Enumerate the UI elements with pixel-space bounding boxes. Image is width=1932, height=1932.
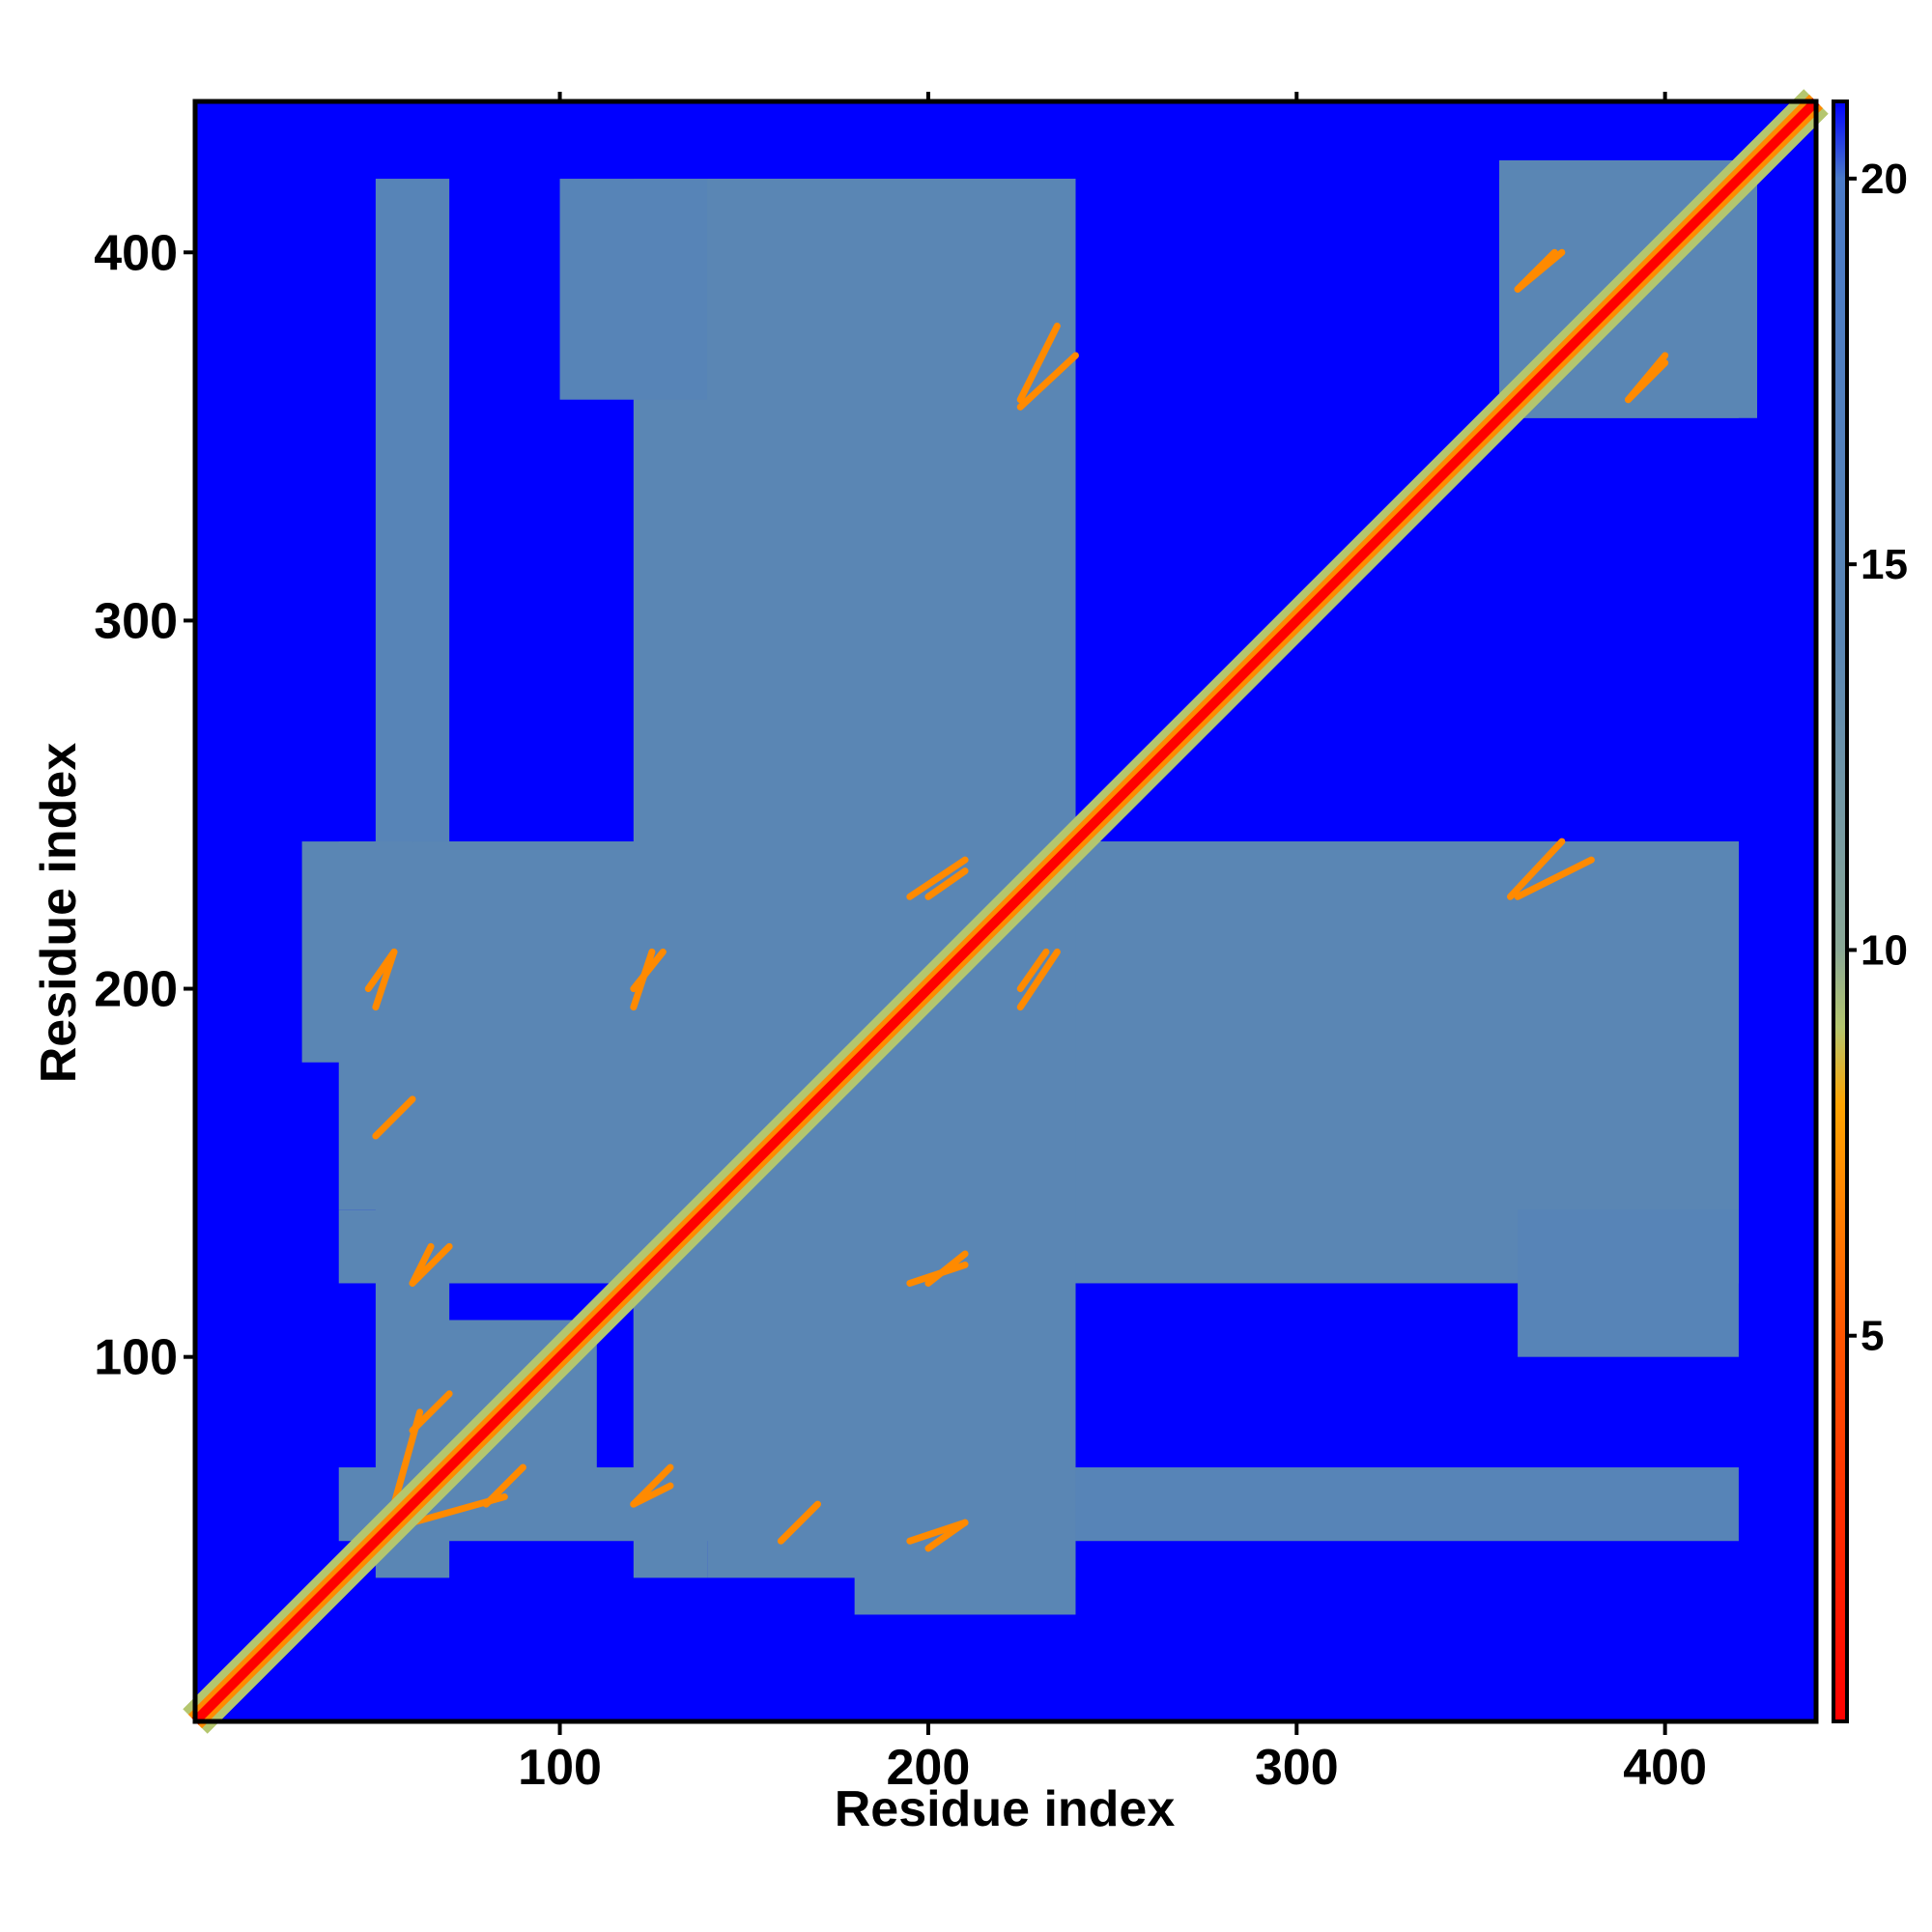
heatmap-region-mirror (1518, 1209, 1739, 1357)
contact-segment-mirror (1514, 248, 1558, 293)
colorbar: 5 10 15 20 (1832, 99, 1908, 1723)
contact-segment (1016, 948, 1050, 993)
contact-segment (409, 1390, 453, 1435)
colorbar-tick-label: 10 (1861, 926, 1908, 974)
x-tick-label: 100 (518, 1740, 602, 1796)
x-tick-label: 200 (887, 1740, 971, 1796)
y-axis: 100 200 300 400 (94, 225, 195, 1386)
x-tick-label: 300 (1255, 1740, 1339, 1796)
colorbar-tick-label: 15 (1861, 541, 1908, 588)
y-tick-label: 100 (94, 1330, 178, 1386)
contact-segment (906, 856, 969, 900)
contact-segment-mirror (482, 1463, 526, 1508)
contact-segment (1016, 322, 1061, 404)
contact-segment (906, 1261, 969, 1287)
contact-segment-mirror (372, 948, 398, 1011)
contact-segment-mirror (409, 1242, 435, 1287)
contact-segment (906, 1519, 969, 1545)
contact-segment-mirror (630, 948, 656, 1011)
diagonal-line (191, 98, 1820, 1725)
heatmap-region (559, 179, 708, 400)
plot-frame (192, 99, 1819, 1724)
colorbar-scale (1832, 99, 1849, 1723)
contact-segment-mirror (1016, 948, 1061, 1011)
contact-segment (1625, 359, 1669, 404)
heatmap-region-mirror (633, 841, 1076, 1505)
contact-segment-mirror (924, 867, 969, 900)
x-axis: 100 200 300 400 (518, 92, 1707, 1796)
x-axis-title: Residue index (835, 1781, 1176, 1837)
contact-segment-mirror (372, 1095, 416, 1140)
x-tick-label: 400 (1623, 1740, 1707, 1796)
heatmap-plot-area (183, 89, 1829, 1734)
colorbar-tick-label: 20 (1861, 156, 1908, 203)
y-tick-label: 200 (94, 962, 178, 1018)
colorbar-tick-label: 5 (1861, 1313, 1884, 1360)
contact-segment (630, 1482, 674, 1508)
contact-segment (777, 1500, 822, 1545)
heatmap-region (1075, 1467, 1739, 1542)
contact-segment-mirror (1514, 856, 1595, 900)
heatmap-region-mirror (375, 179, 450, 842)
contact-segment-mirror (1016, 352, 1079, 411)
y-axis-title: Residue index (31, 743, 87, 1084)
y-tick-label: 400 (94, 225, 178, 281)
y-tick-label: 300 (94, 593, 178, 649)
contact-segment (1506, 838, 1566, 900)
